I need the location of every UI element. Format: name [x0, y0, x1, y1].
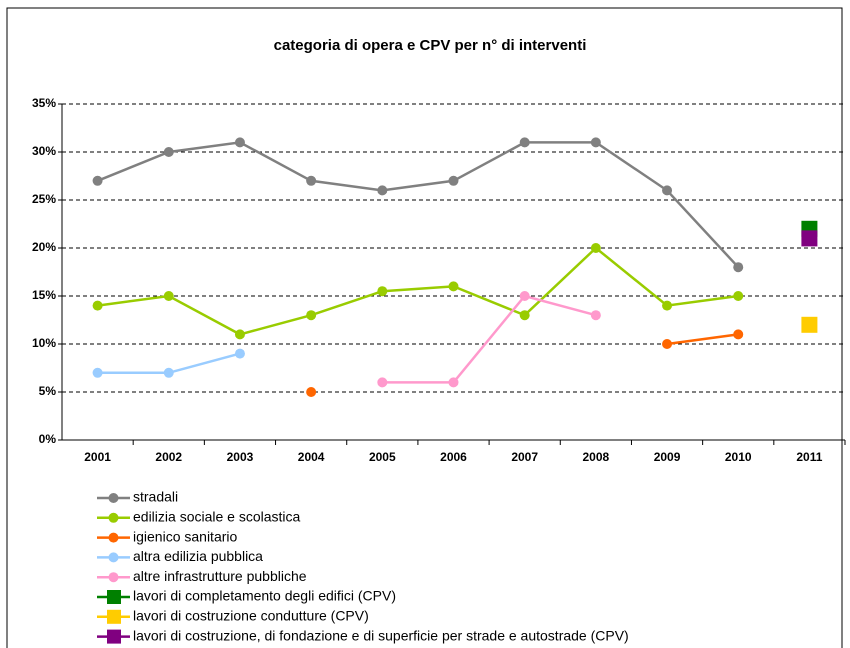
data-point [377, 286, 388, 297]
x-tick-label: 2010 [725, 450, 752, 464]
legend-marker [107, 609, 121, 624]
y-tick-label: 5% [39, 384, 57, 398]
y-tick-label: 20% [32, 240, 56, 254]
data-point [662, 300, 673, 311]
data-point [801, 316, 818, 333]
data-point [662, 339, 673, 349]
legend-label: lavori di costruzione condutture (CPV) [133, 608, 369, 624]
series-line [97, 246, 739, 336]
legend-label: edilizia sociale e scolastica [133, 509, 301, 525]
chart-border [6, 7, 843, 648]
data-point [448, 377, 459, 388]
y-tick-label: 30% [32, 144, 56, 158]
data-point [163, 367, 174, 378]
x-tick-label: 2009 [654, 450, 681, 464]
x-tick-label: 2001 [84, 450, 111, 464]
data-point [733, 262, 744, 273]
legend-marker [107, 629, 121, 644]
legend-label: lavori di completamento degli edifici (C… [133, 588, 396, 604]
chart-title: categoria di opera e CPV per n° di inter… [274, 37, 587, 54]
data-point [234, 348, 245, 359]
x-tick-label: 2008 [583, 450, 610, 464]
data-point [519, 137, 530, 148]
data-point [92, 300, 103, 311]
data-point [306, 310, 317, 321]
legend-label: altra edilizia pubblica [133, 548, 263, 564]
legend-label: altre infrastrutture pubbliche [133, 568, 307, 584]
data-point [377, 377, 388, 388]
data-point [448, 281, 459, 292]
series-line [666, 333, 739, 346]
data-point [733, 291, 744, 301]
series-line [382, 294, 597, 384]
legend-label: stradali [133, 489, 178, 505]
data-point [163, 291, 174, 301]
data-point [92, 367, 103, 378]
legend-marker [107, 590, 121, 604]
data-point [519, 291, 530, 301]
legend-marker [108, 532, 119, 543]
data-point [801, 230, 818, 247]
y-tick-label: 35% [32, 96, 56, 110]
data-point [733, 329, 744, 340]
x-tick-label: 2002 [155, 450, 182, 464]
legend-marker [108, 493, 119, 503]
x-tick-label: 2011 [796, 450, 822, 464]
data-point [306, 387, 317, 397]
legend-label: lavori di costruzione, di fondazione e d… [133, 627, 629, 643]
x-tick-label: 2006 [440, 450, 467, 464]
x-tick-label: 2005 [369, 450, 396, 464]
legend-label: igienico sanitario [133, 528, 237, 544]
data-point [519, 310, 530, 321]
data-point [163, 147, 174, 157]
legend-marker [108, 572, 119, 583]
y-tick-label: 25% [32, 192, 56, 206]
data-point [448, 175, 459, 186]
legend-marker [108, 552, 119, 563]
data-point [590, 310, 601, 321]
y-tick-label: 0% [39, 432, 57, 446]
data-point [590, 137, 601, 148]
data-point [306, 175, 317, 186]
data-point [590, 243, 601, 253]
x-tick-label: 2004 [298, 450, 325, 464]
data-point [377, 185, 388, 196]
legend-marker [108, 512, 119, 523]
data-point [662, 185, 673, 196]
y-tick-label: 10% [32, 336, 56, 350]
data-point [92, 175, 103, 186]
data-point [234, 329, 245, 340]
y-tick-label: 15% [32, 288, 56, 302]
data-point [234, 137, 245, 148]
x-tick-label: 2007 [511, 450, 538, 464]
series-line [97, 141, 740, 269]
x-tick-label: 2003 [227, 450, 254, 464]
